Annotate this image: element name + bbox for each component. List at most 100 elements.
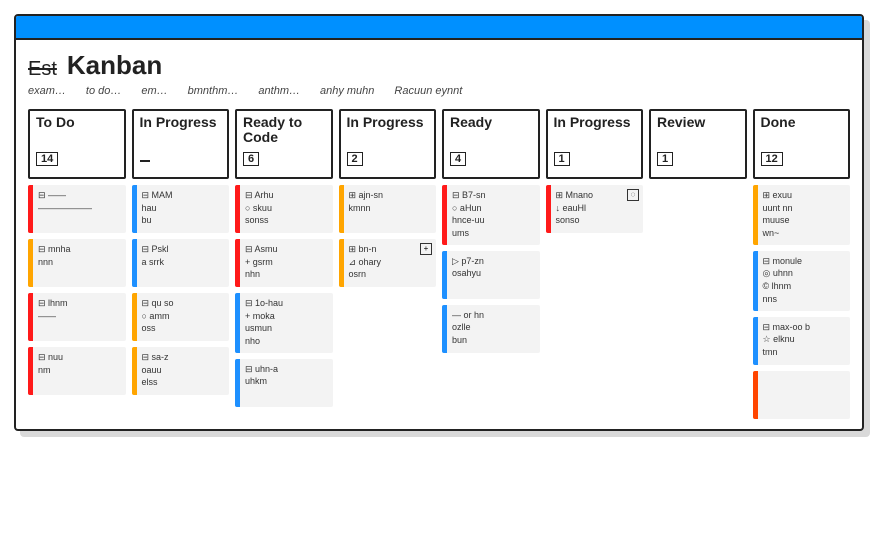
card-body: ⊟ uhn-auhkm — [240, 359, 333, 407]
breadcrumb: Est Kanban — [28, 50, 850, 81]
card-body: ⊟ qu so○ ammoss — [137, 293, 230, 341]
card-text: ○ aHun — [452, 203, 535, 215]
kanban-card[interactable]: ▷ p7-znosahyu — [442, 251, 540, 299]
column-title: Ready to Code — [243, 115, 325, 149]
window-title-bar[interactable] — [16, 16, 862, 40]
card-body: ⊟ MAMhaubu — [137, 185, 230, 233]
kanban-card[interactable]: ⊟ Pskla srrk — [132, 239, 230, 287]
filter-item[interactable]: anhy muhn — [320, 85, 374, 97]
card-body — [758, 371, 851, 419]
column-header[interactable]: In Progress — [132, 109, 230, 179]
kanban-column: To Do 14 ⊟ ———————— ⊟ mnhannn ⊟ lhnm—— ⊟ nuun… — [28, 109, 126, 419]
kanban-card[interactable]: ⊞ ajn-snkmnn — [339, 185, 437, 233]
filter-item[interactable]: Racuun eynnt — [394, 85, 462, 97]
cards-list: ⊟ MAMhaubu ⊟ Pskla srrk ⊟ qu so○ ammoss ⊟ s… — [132, 185, 230, 395]
column-header[interactable]: In Progress1 — [546, 109, 644, 179]
filter-item[interactable]: anthm… — [258, 85, 300, 97]
filter-item[interactable]: bmnthm… — [188, 85, 239, 97]
card-text: hnce-uu — [452, 215, 535, 227]
kanban-card[interactable]: ⊟ monule◎ uhnn© lhnmnns — [753, 251, 851, 311]
card-title: ⊞ bn-n — [349, 244, 432, 256]
breadcrumb-prefix: Est — [28, 58, 57, 81]
card-title: ⊞ Mnano — [556, 190, 639, 202]
card-text: ozlle — [452, 322, 535, 334]
kanban-card[interactable]: ⊟ MAMhaubu — [132, 185, 230, 233]
kanban-card[interactable]: ⊟ qu so○ ammoss — [132, 293, 230, 341]
kanban-card[interactable]: ⊟ uhn-auhkm — [235, 359, 333, 407]
filter-item[interactable]: em… — [141, 85, 167, 97]
card-title: ⊟ max-oo b — [763, 322, 846, 334]
card-text: + gsrm — [245, 257, 328, 269]
card-title: ⊟ qu so — [142, 298, 225, 310]
card-text: © lhnm — [763, 281, 846, 293]
card-title: ⊟ uhn-a — [245, 364, 328, 376]
kanban-card[interactable]: ◌⊞ Mnano↓ eauHlsonso — [546, 185, 644, 233]
filter-bar: exam… to do… em… bmnthm… anthm… anhy muh… — [28, 85, 850, 97]
card-badge-icon: + — [420, 243, 432, 255]
column-header[interactable]: In Progress2 — [339, 109, 437, 179]
card-text: sonso — [556, 215, 639, 227]
column-title: In Progress — [347, 115, 429, 149]
card-title: ▷ p7-zn — [452, 256, 535, 268]
kanban-card[interactable]: — or hnozllebun — [442, 305, 540, 353]
card-body: ⊞ ajn-snkmnn — [344, 185, 437, 233]
card-text: nho — [245, 336, 328, 348]
kanban-card[interactable]: ⊟ max-oo b☆ elknutmn — [753, 317, 851, 365]
card-title: ⊟ mnha — [38, 244, 121, 256]
cards-list: ◌⊞ Mnano↓ eauHlsonso — [546, 185, 644, 233]
kanban-card[interactable]: ⊟ ———————— — [28, 185, 126, 233]
cards-list: ⊟ B7-sn○ aHunhnce-uuums ▷ p7-znosahyu — or… — [442, 185, 540, 353]
card-body: — or hnozllebun — [447, 305, 540, 353]
column-header[interactable]: Done12 — [753, 109, 851, 179]
column-title: In Progress — [140, 115, 222, 149]
filter-item[interactable]: to do… — [86, 85, 121, 97]
column-title: To Do — [36, 115, 118, 149]
card-body: ⊟ nuunm — [33, 347, 126, 395]
cards-list: ⊞ exuuuunt nnmuusewn~⊟ monule◎ uhnn© lhn… — [753, 185, 851, 419]
column-header[interactable]: To Do 14 — [28, 109, 126, 179]
filter-item[interactable]: exam… — [28, 85, 66, 97]
card-title: ⊟ lhnm — [38, 298, 121, 310]
kanban-card[interactable]: ⊟ sa-zoauuelss — [132, 347, 230, 395]
kanban-card[interactable]: +⊞ bn-n⊿ oharyosrn — [339, 239, 437, 287]
kanban-column: In Progress ⊟ MAMhaubu ⊟ Pskla srrk ⊟ qu so… — [132, 109, 230, 419]
card-text: muuse — [763, 215, 846, 227]
kanban-card[interactable]: ⊞ exuuuunt nnmuusewn~ — [753, 185, 851, 245]
card-text: a srrk — [142, 257, 225, 269]
column-count: 14 — [36, 152, 58, 166]
card-text: —— — [38, 311, 121, 323]
column-count: 1 — [554, 152, 570, 166]
card-title: ⊟ 1o-hau — [245, 298, 328, 310]
column-header[interactable]: Ready to Code6 — [235, 109, 333, 179]
card-text: uhkm — [245, 376, 328, 388]
kanban-board: Est Kanban exam… to do… em… bmnthm… anth… — [14, 14, 864, 431]
card-body: ⊟ sa-zoauuelss — [137, 347, 230, 395]
cards-list: ⊞ ajn-snkmnn +⊞ bn-n⊿ oharyosrn — [339, 185, 437, 287]
kanban-column: Ready to Code6 ⊟ Arhu○ skuusonss ⊟ Asmu+ g… — [235, 109, 333, 419]
kanban-card[interactable]: ⊟ 1o-hau+ mokausmunnho — [235, 293, 333, 353]
kanban-card[interactable]: ⊟ B7-sn○ aHunhnce-uuums — [442, 185, 540, 245]
card-body: ⊟ Pskla srrk — [137, 239, 230, 287]
card-text: —————— — [38, 203, 121, 215]
cards-list: ⊟ Arhu○ skuusonss ⊟ Asmu+ gsrmnhn ⊟ 1o-hau… — [235, 185, 333, 407]
card-body: ⊟ 1o-hau+ mokausmunnho — [240, 293, 333, 353]
card-text: nnn — [38, 257, 121, 269]
card-body: ⊟ B7-sn○ aHunhnce-uuums — [447, 185, 540, 245]
kanban-card[interactable] — [753, 371, 851, 419]
kanban-card[interactable]: ⊟ Asmu+ gsrmnhn — [235, 239, 333, 287]
kanban-card[interactable]: ⊟ Arhu○ skuusonss — [235, 185, 333, 233]
card-text: uunt nn — [763, 203, 846, 215]
card-text: tmn — [763, 347, 846, 359]
card-text: bu — [142, 215, 225, 227]
card-text: bun — [452, 335, 535, 347]
card-text: nm — [38, 365, 121, 377]
kanban-card[interactable]: ⊟ nuunm — [28, 347, 126, 395]
card-body: ⊟ Arhu○ skuusonss — [240, 185, 333, 233]
kanban-card[interactable]: ⊟ lhnm—— — [28, 293, 126, 341]
kanban-card[interactable]: ⊟ mnhannn — [28, 239, 126, 287]
card-text: ⊿ ohary — [349, 257, 432, 269]
column-count — [140, 160, 150, 162]
column-header[interactable]: Review1 — [649, 109, 747, 179]
card-text: oss — [142, 323, 225, 335]
column-header[interactable]: Ready4 — [442, 109, 540, 179]
